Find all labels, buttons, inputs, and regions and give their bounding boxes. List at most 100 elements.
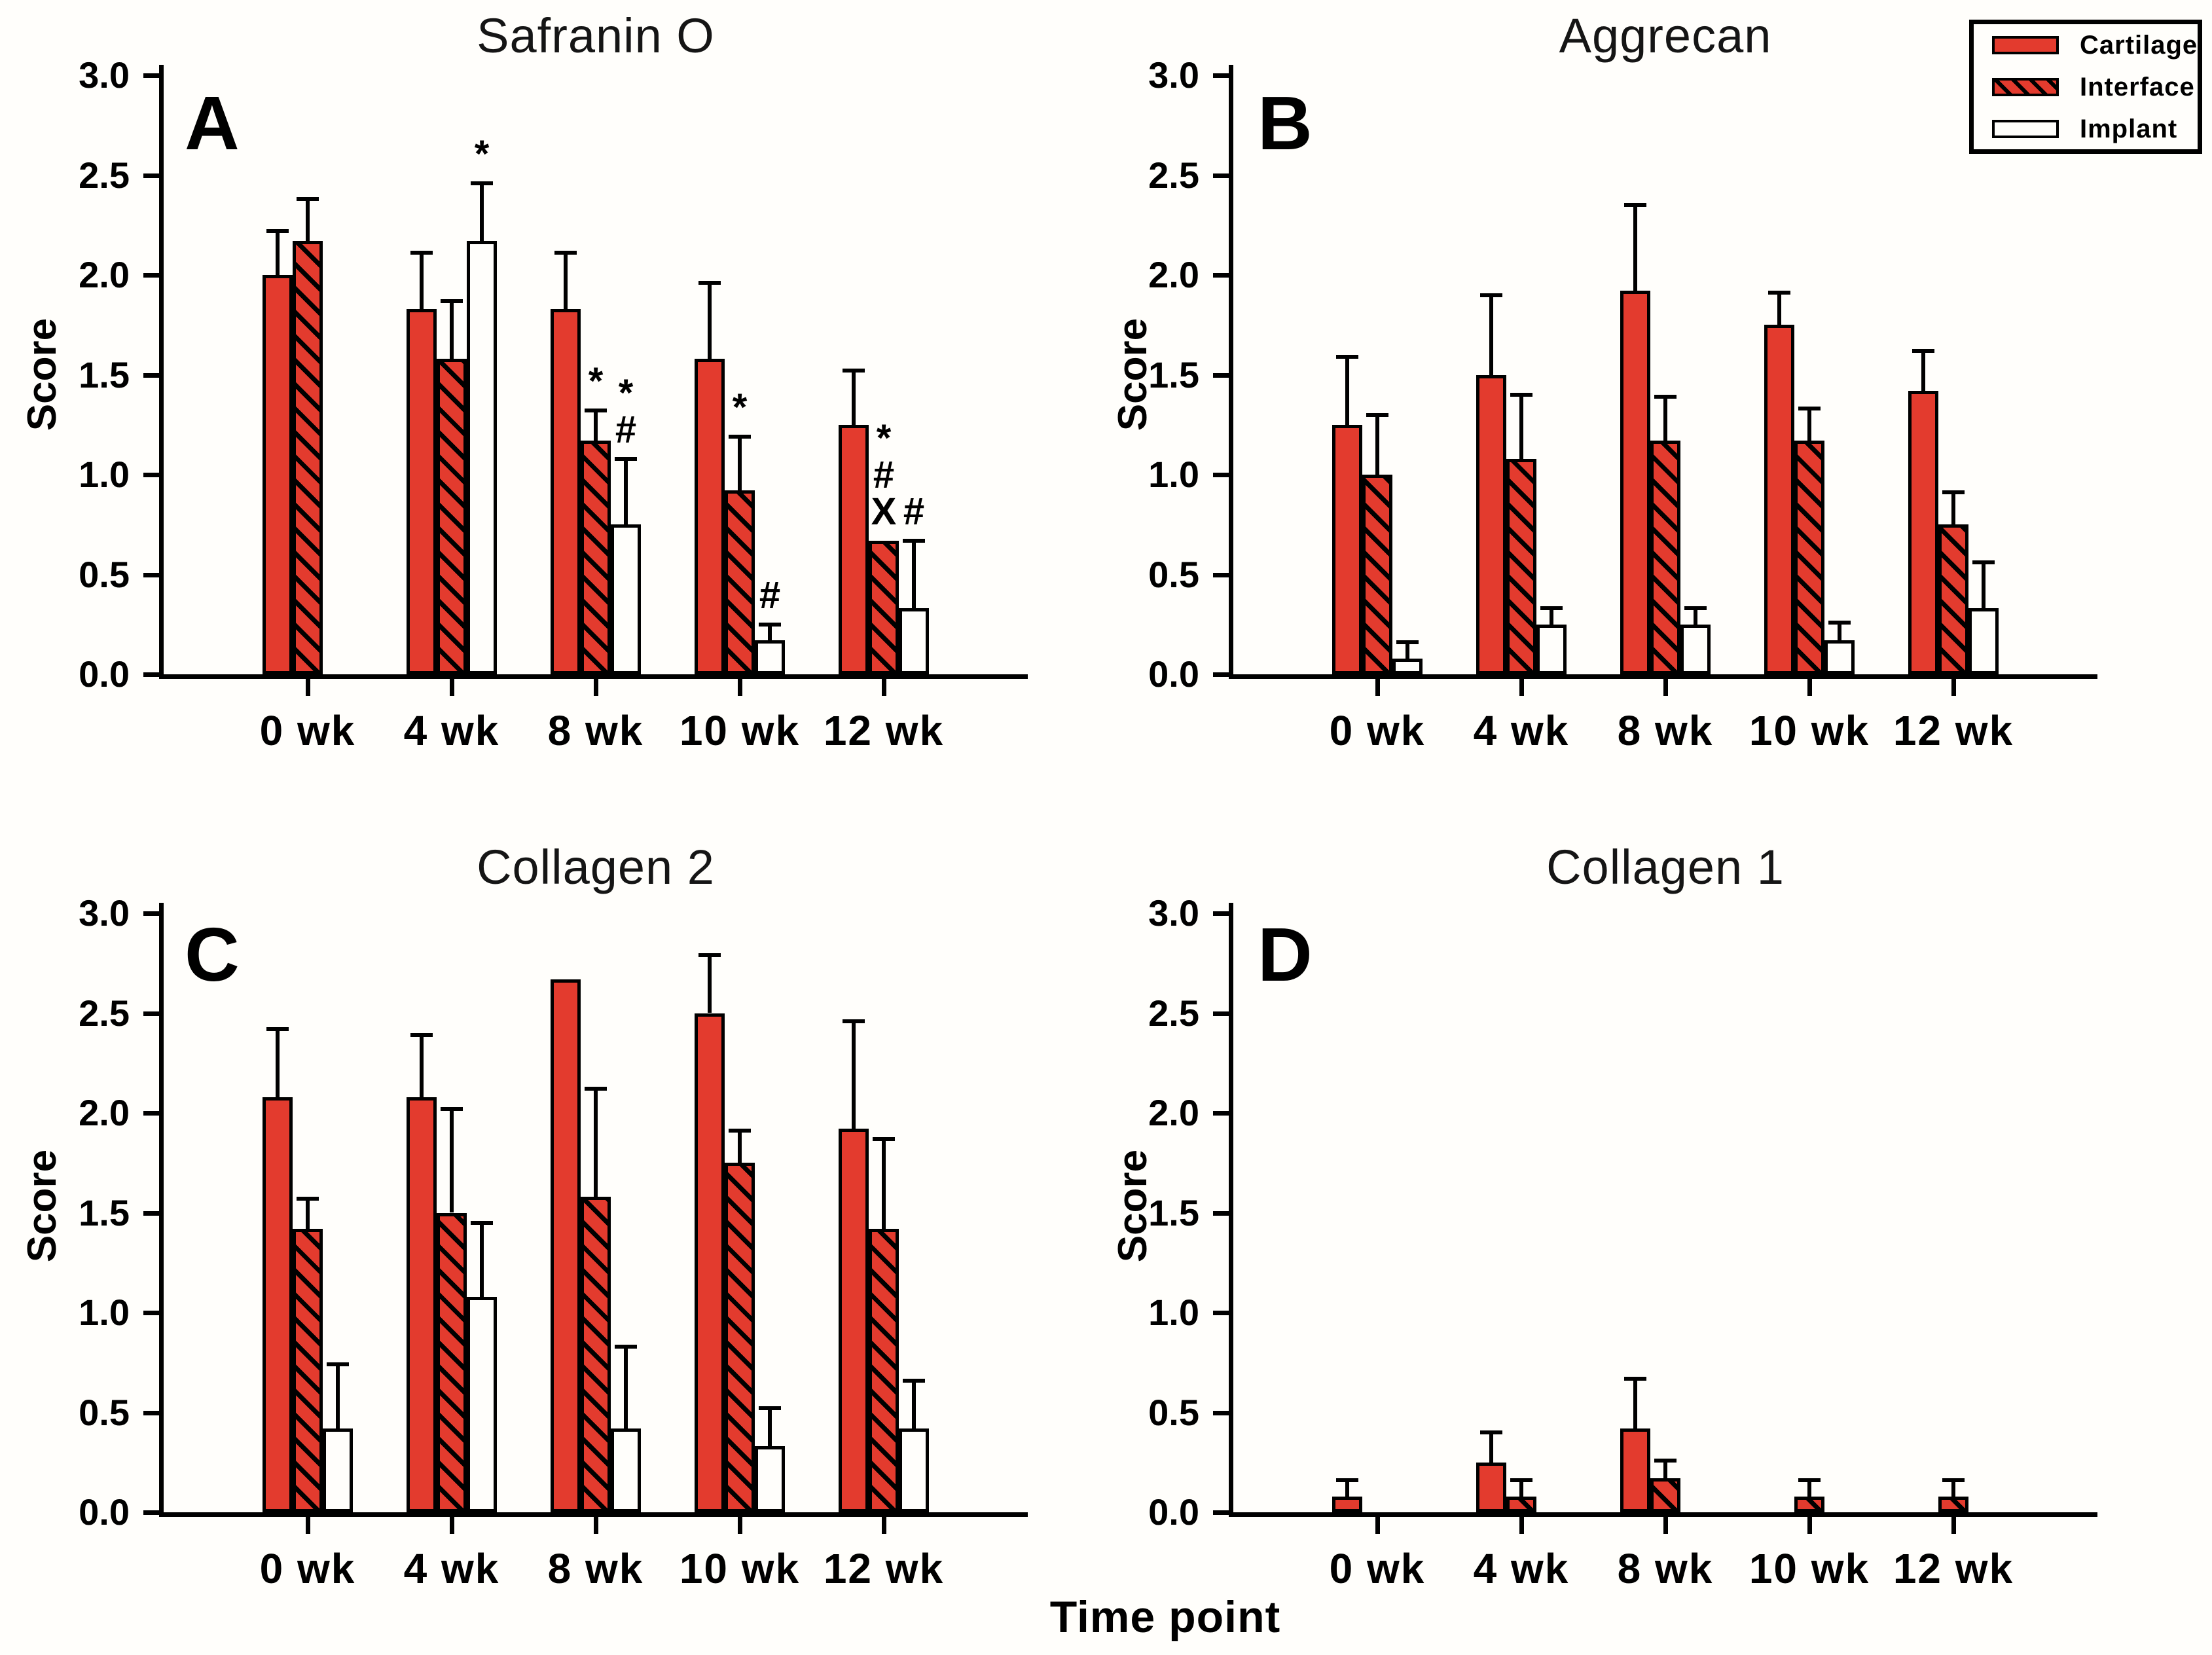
error-bar-cap bbox=[1540, 606, 1563, 611]
error-bar-cartilage-4wk bbox=[420, 1035, 424, 1097]
plot-area: 0.0 0.5 1.0 1.5 2.0 2.5 3.0 0 wk 4 wk 8 wk 10 wk 12… bbox=[1148, 894, 2097, 1591]
error-bar-cap bbox=[1336, 1478, 1358, 1483]
error-bar-implant-4wk bbox=[480, 183, 484, 242]
annotation-interface-12wk: * # X bbox=[838, 419, 930, 530]
y-tick-label: 2.0 bbox=[1148, 1092, 1199, 1133]
x-tick bbox=[306, 679, 310, 696]
error-bar-interface-12wk bbox=[882, 1138, 886, 1229]
x-tick-label: 8 wk bbox=[1617, 1545, 1714, 1592]
y-tick-label: 2.5 bbox=[1148, 154, 1199, 196]
bar-cartilage-0wk bbox=[1332, 424, 1362, 674]
error-bar-cap bbox=[1366, 412, 1388, 417]
y-tick-label: 0.5 bbox=[1148, 553, 1199, 595]
bar-implant-8wk bbox=[611, 524, 641, 674]
legend-label: Cartilage bbox=[2080, 30, 2198, 60]
error-bar-implant-10wk bbox=[768, 1408, 772, 1447]
error-bar-cap bbox=[698, 281, 721, 285]
error-bar-cap bbox=[1768, 291, 1790, 295]
x-tick bbox=[882, 1517, 886, 1534]
x-tick-label: 12 wk bbox=[1893, 1545, 2014, 1592]
legend: Cartilage Interface Implant bbox=[1969, 20, 2202, 154]
plot-area: 0.0 0.5 1.0 1.5 2.0 2.5 3.0 0 wk 4 wk 8 wk 10 wk 12… bbox=[1148, 56, 2097, 753]
bar-cartilage-0wk bbox=[263, 1097, 293, 1512]
y-tick bbox=[1213, 572, 1229, 577]
y-tick bbox=[1213, 273, 1229, 278]
error-bar-cap bbox=[1480, 293, 1502, 297]
error-bar-interface-10wk bbox=[1807, 409, 1811, 441]
bar-cartilage-0wk bbox=[1332, 1496, 1362, 1512]
error-bar-cartilage-8wk bbox=[1633, 205, 1637, 291]
x-tick-label: 0 wk bbox=[259, 707, 356, 754]
x-tick-label: 4 wk bbox=[403, 1545, 500, 1592]
error-bar-cartilage-10wk bbox=[1777, 293, 1781, 325]
panel-safranin-o: Safranin O A Score 0.0 0.5 1.0 1.5 2.0 2.5 3.0… bbox=[0, 0, 1106, 824]
error-bar-interface-12wk bbox=[1951, 492, 1955, 525]
bar-implant-0wk bbox=[323, 1428, 353, 1512]
x-tick bbox=[1951, 1517, 1956, 1534]
bar-implant-4wk bbox=[467, 1296, 497, 1512]
error-bar-cap bbox=[615, 456, 637, 461]
bar-implant-10wk bbox=[755, 640, 785, 674]
bar-interface-4wk bbox=[1506, 458, 1536, 674]
y-tick-label: 0.0 bbox=[79, 1491, 130, 1533]
y-tick-label: 3.0 bbox=[79, 54, 130, 96]
y-tick bbox=[1213, 473, 1229, 477]
bar-interface-12wk bbox=[869, 1228, 899, 1512]
error-bar-interface-12wk bbox=[1951, 1480, 1955, 1497]
error-bar-implant-10wk bbox=[768, 624, 772, 641]
error-bar-cartilage-12wk bbox=[852, 1021, 856, 1129]
x-tick-label: 0 wk bbox=[1329, 707, 1426, 754]
error-bar-cartilage-0wk bbox=[276, 1028, 280, 1097]
x-tick-label: 8 wk bbox=[547, 1545, 644, 1592]
error-bar-implant-8wk bbox=[624, 458, 628, 525]
y-tick bbox=[143, 911, 159, 916]
error-bar-cap bbox=[471, 1220, 493, 1225]
bar-interface-10wk bbox=[1794, 441, 1824, 674]
bar-interface-10wk bbox=[725, 1163, 755, 1512]
y-tick bbox=[143, 672, 159, 677]
error-bar-cap bbox=[903, 538, 925, 543]
x-tick bbox=[1807, 1517, 1812, 1534]
y-tick-label: 0.5 bbox=[79, 1391, 130, 1433]
x-tick-label: 0 wk bbox=[259, 1545, 356, 1592]
error-bar-cartilage-4wk bbox=[420, 253, 424, 309]
bar-cartilage-12wk bbox=[1908, 390, 1938, 674]
error-bar-cap bbox=[1396, 640, 1419, 645]
y-tick-label: 2.0 bbox=[1148, 254, 1199, 295]
error-bar-cartilage-10wk bbox=[708, 283, 712, 359]
annotation-symbol: # bbox=[873, 453, 895, 496]
bar-implant-10wk bbox=[755, 1446, 785, 1512]
error-bar-interface-4wk bbox=[450, 300, 454, 359]
y-tick-label: 3.0 bbox=[1148, 54, 1199, 96]
error-bar-cap bbox=[1912, 348, 1934, 353]
panel-title: Collagen 1 bbox=[1546, 840, 1785, 894]
error-bar-cap bbox=[327, 1362, 349, 1367]
plot-area: 0.0 0.5 1.0 1.5 2.0 2.5 3.0 0 wk 4 wk 8 wk 10 wk 12… bbox=[79, 56, 1028, 753]
error-bar-implant-4wk bbox=[1550, 608, 1553, 625]
error-bar-cap bbox=[1684, 606, 1707, 611]
error-bar-cap bbox=[1624, 1376, 1646, 1381]
x-tick-label: 8 wk bbox=[1617, 707, 1714, 754]
error-bar-implant-10wk bbox=[1838, 622, 1841, 641]
error-bar-cap bbox=[903, 1378, 925, 1383]
x-tick bbox=[306, 1517, 310, 1534]
y-tick-label: 2.5 bbox=[79, 154, 130, 196]
x-tick-label: 4 wk bbox=[1473, 707, 1570, 754]
error-bar-cap bbox=[266, 1027, 289, 1031]
y-tick-label: 2.5 bbox=[79, 992, 130, 1034]
annotation-symbol: * bbox=[618, 371, 634, 414]
error-bar-cap bbox=[698, 953, 721, 958]
x-tick-label: 8 wk bbox=[547, 707, 644, 754]
bar-interface-8wk bbox=[581, 1197, 611, 1512]
x-axis-line bbox=[1229, 1512, 2097, 1517]
error-bar-cap bbox=[1972, 560, 1995, 565]
bar-interface-0wk bbox=[293, 1228, 323, 1512]
x-tick-label: 10 wk bbox=[1749, 1545, 1870, 1592]
y-axis-line bbox=[159, 65, 164, 679]
x-tick bbox=[1951, 679, 1956, 696]
y-tick bbox=[1213, 1510, 1229, 1515]
y-tick-label: 0.5 bbox=[79, 553, 130, 595]
x-tick-label: 12 wk bbox=[823, 1545, 945, 1592]
y-tick bbox=[143, 1510, 159, 1515]
y-tick-label: 1.5 bbox=[79, 1191, 130, 1233]
